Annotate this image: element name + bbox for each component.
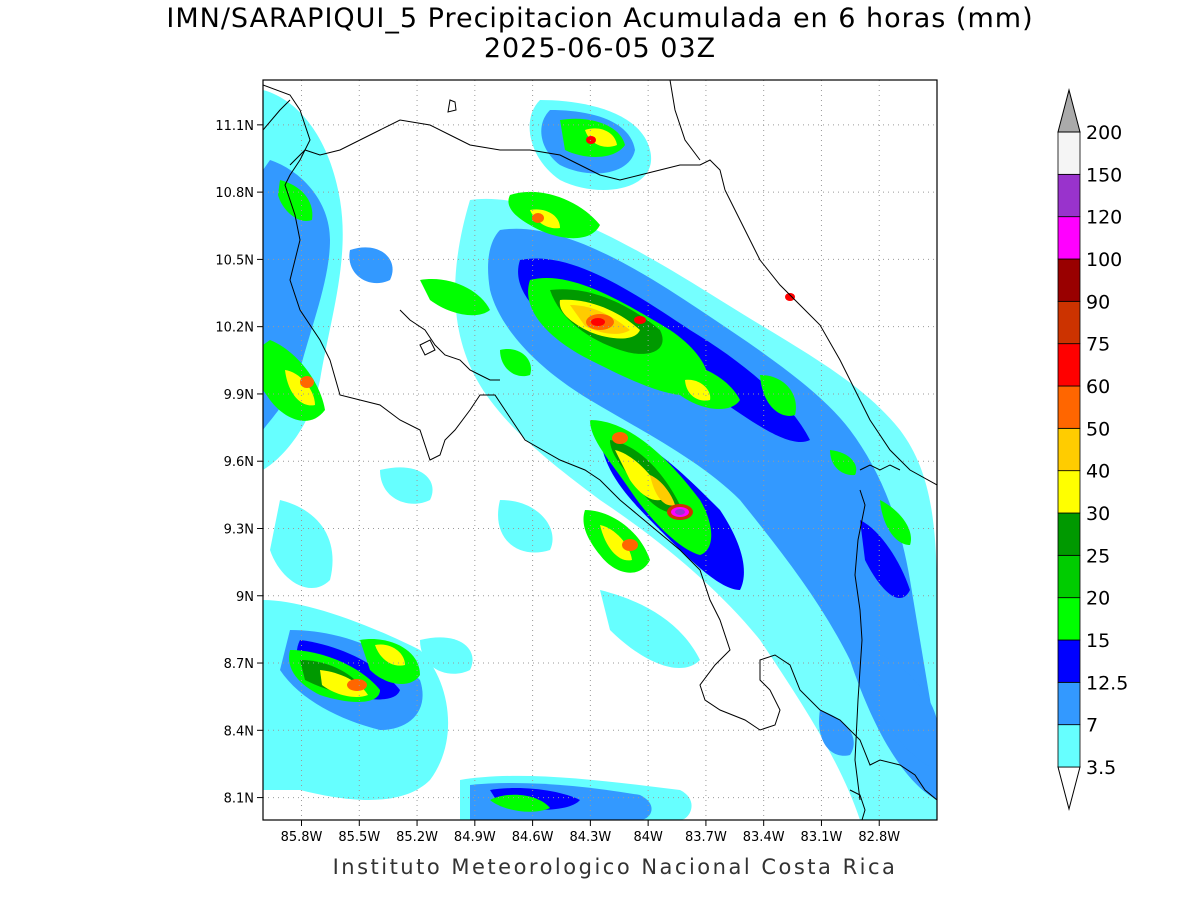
map-title: IMN/SARAPIQUI_5 Precipitacion Acumulada … [166,3,1034,34]
colorbar-segment [1057,470,1081,514]
lon-tick-label: 84.9W [454,830,496,845]
map-grid [263,80,937,820]
colorbar-label: 25 [1086,545,1110,567]
lon-tick-label: 84.6W [512,830,554,845]
map-frame [262,79,938,821]
colorbar-segment [1057,343,1081,387]
colorbar-label: 30 [1086,503,1110,525]
precipitation-field [263,90,937,820]
coastlines [263,84,937,820]
colorbar-label: 50 [1086,418,1110,440]
footer-credit: Instituto Meteorologico Nacional Costa R… [332,855,898,879]
colorbar-label: 120 [1086,207,1122,229]
colorbar-segment [1057,216,1081,260]
colorbar-label: 90 [1086,291,1110,313]
colorbar-segment [1057,597,1081,641]
lat-tick-label: 9.9N [224,388,254,403]
lon-tick-label: 85.2W [396,830,438,845]
colorbar-segment [1057,554,1081,599]
lat-tick-label: 8.7N [224,657,254,672]
colorbar-label: 40 [1086,461,1110,483]
lat-tick-label: 8.4N [224,724,254,739]
colorbar-segment [1057,258,1081,302]
map-timestamp: 2025-06-05 03Z [483,33,717,64]
lon-tick-label: 85.5W [338,830,380,845]
lat-tick-label: 9.3N [224,522,254,537]
lon-tick-label: 82.8W [858,830,900,845]
lon-tick-label: 83.1W [801,830,843,845]
colorbar-arrow-low [1057,766,1081,811]
colorbar: 3.5 7 12.5 15 20 25 30 40 50 60 75 90 100 120 150 200 [1057,88,1128,811]
lat-tick-label: 9.6N [224,455,254,470]
latitude-labels: 11.1N 10.8N 10.5N 10.2N 9.9N 9.6N 9.3N 9N 8.7N 8.… [215,119,263,807]
colorbar-segment [1057,173,1081,218]
lat-tick-label: 9N [236,590,254,605]
colorbar-label: 75 [1086,334,1110,356]
lat-tick-label: 8.1N [224,792,254,807]
colorbar-segment [1057,639,1081,683]
colorbar-arrow-high [1057,88,1081,133]
lat-tick-label: 10.8N [215,186,254,201]
lat-tick-label: 11.1N [215,119,254,134]
colorbar-segment [1057,427,1081,472]
colorbar-label: 7 [1086,715,1098,737]
colorbar-segment [1057,512,1081,556]
lon-tick-label: 85.8W [281,830,323,845]
lon-tick-label: 83.4W [743,830,785,845]
country-borders [289,80,937,801]
colorbar-label: 60 [1086,376,1110,398]
colorbar-segment [1057,131,1081,175]
lat-tick-label: 10.2N [215,321,254,336]
colorbar-label: 15 [1086,630,1110,652]
longitude-labels: 85.8W 85.5W 85.2W 84.9W 84.6W 84.3W 84W 83.7W 83… [281,820,900,845]
colorbar-label: 150 [1086,164,1122,186]
lon-tick-label: 83.7W [685,830,727,845]
colorbar-label: 20 [1086,588,1110,610]
colorbar-label: 100 [1086,249,1122,271]
colorbar-segment [1057,385,1081,429]
colorbar-label: 200 [1086,122,1122,144]
colorbar-segment [1057,300,1081,345]
colorbar-segment [1057,724,1081,768]
colorbar-label: 12.5 [1086,672,1128,694]
colorbar-segment [1057,681,1081,726]
colorbar-label: 3.5 [1086,757,1116,779]
lon-tick-label: 84.3W [569,830,611,845]
lat-tick-label: 10.5N [215,253,254,268]
lon-tick-label: 84W [633,830,663,845]
